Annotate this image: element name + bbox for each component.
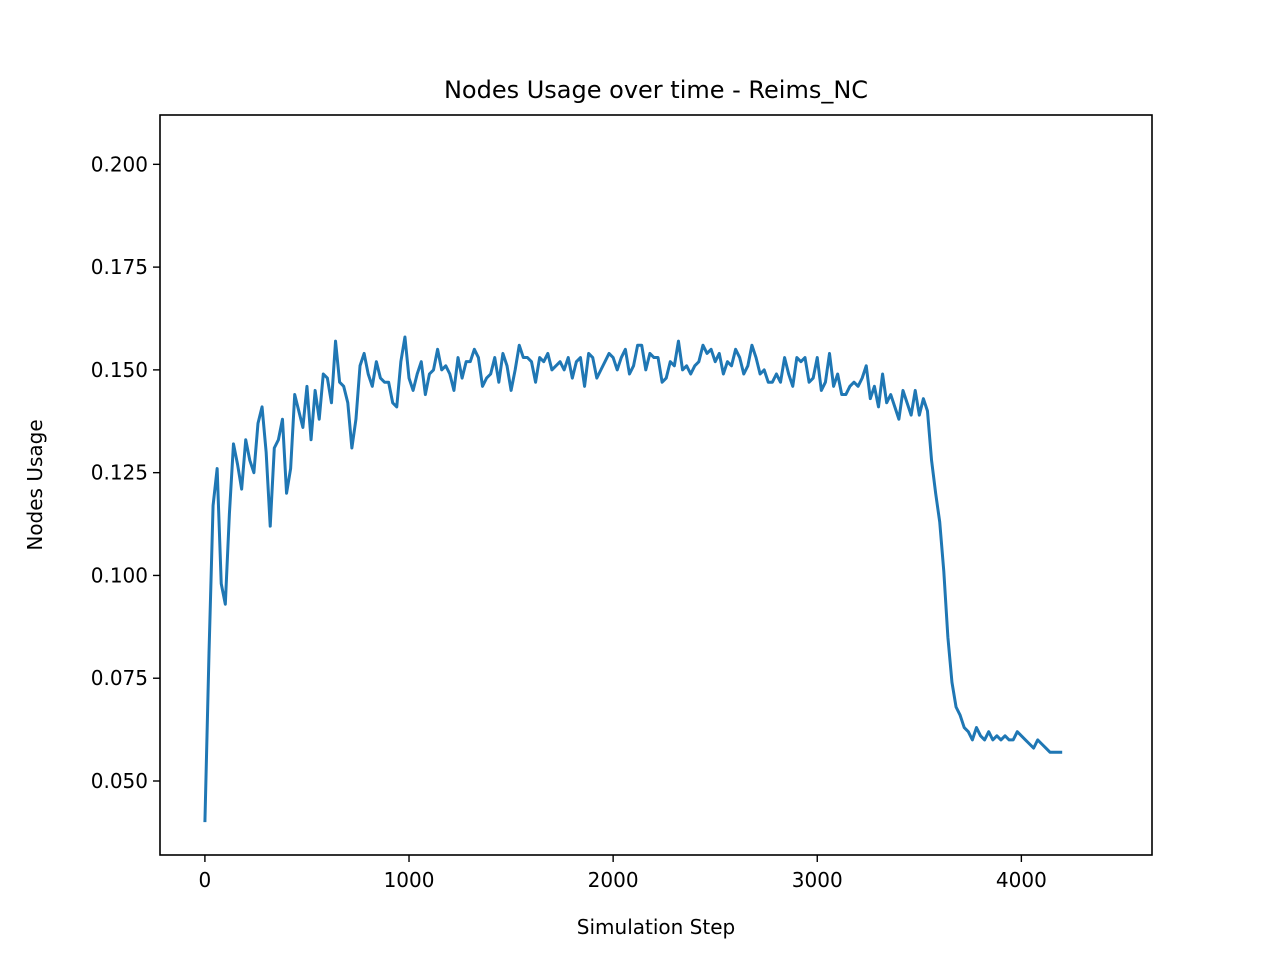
- y-tick-label: 0.150: [91, 358, 148, 382]
- x-tick-label: 0: [199, 868, 212, 892]
- x-tick-label: 3000: [792, 868, 843, 892]
- y-tick-label: 0.075: [91, 666, 148, 690]
- y-tick-label: 0.175: [91, 255, 148, 279]
- y-tick-label: 0.100: [91, 563, 148, 587]
- y-tick-label: 0.125: [91, 461, 148, 485]
- plot-frame: [159, 114, 1153, 856]
- x-tick-label: 1000: [384, 868, 435, 892]
- x-tick-label: 2000: [588, 868, 639, 892]
- y-axis-ticks: 0.050 0.075 0.100 0.125 0.150 0.175 0.200: [91, 152, 160, 793]
- x-axis-ticks: 0 1000 2000 3000 4000: [199, 855, 1047, 892]
- x-axis-label: Simulation Step: [577, 915, 735, 939]
- y-tick-label: 0.200: [91, 152, 148, 176]
- series-line: [203, 335, 1063, 823]
- x-tick-label: 4000: [996, 868, 1047, 892]
- chart-title: Nodes Usage over time - Reims_NC: [444, 76, 868, 104]
- y-axis-label: Nodes Usage: [23, 419, 47, 550]
- y-tick-label: 0.050: [91, 769, 148, 793]
- plot-series: [203, 335, 1063, 823]
